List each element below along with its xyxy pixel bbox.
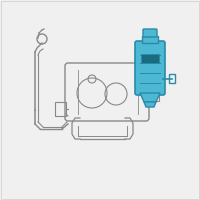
FancyBboxPatch shape (135, 41, 165, 95)
Bar (142, 36, 158, 43)
Bar (169, 74, 175, 83)
Bar (146, 79, 159, 101)
Bar (141, 54, 159, 63)
FancyBboxPatch shape (143, 29, 157, 37)
Polygon shape (144, 102, 156, 107)
Bar (55, 102, 66, 116)
Polygon shape (140, 93, 160, 102)
